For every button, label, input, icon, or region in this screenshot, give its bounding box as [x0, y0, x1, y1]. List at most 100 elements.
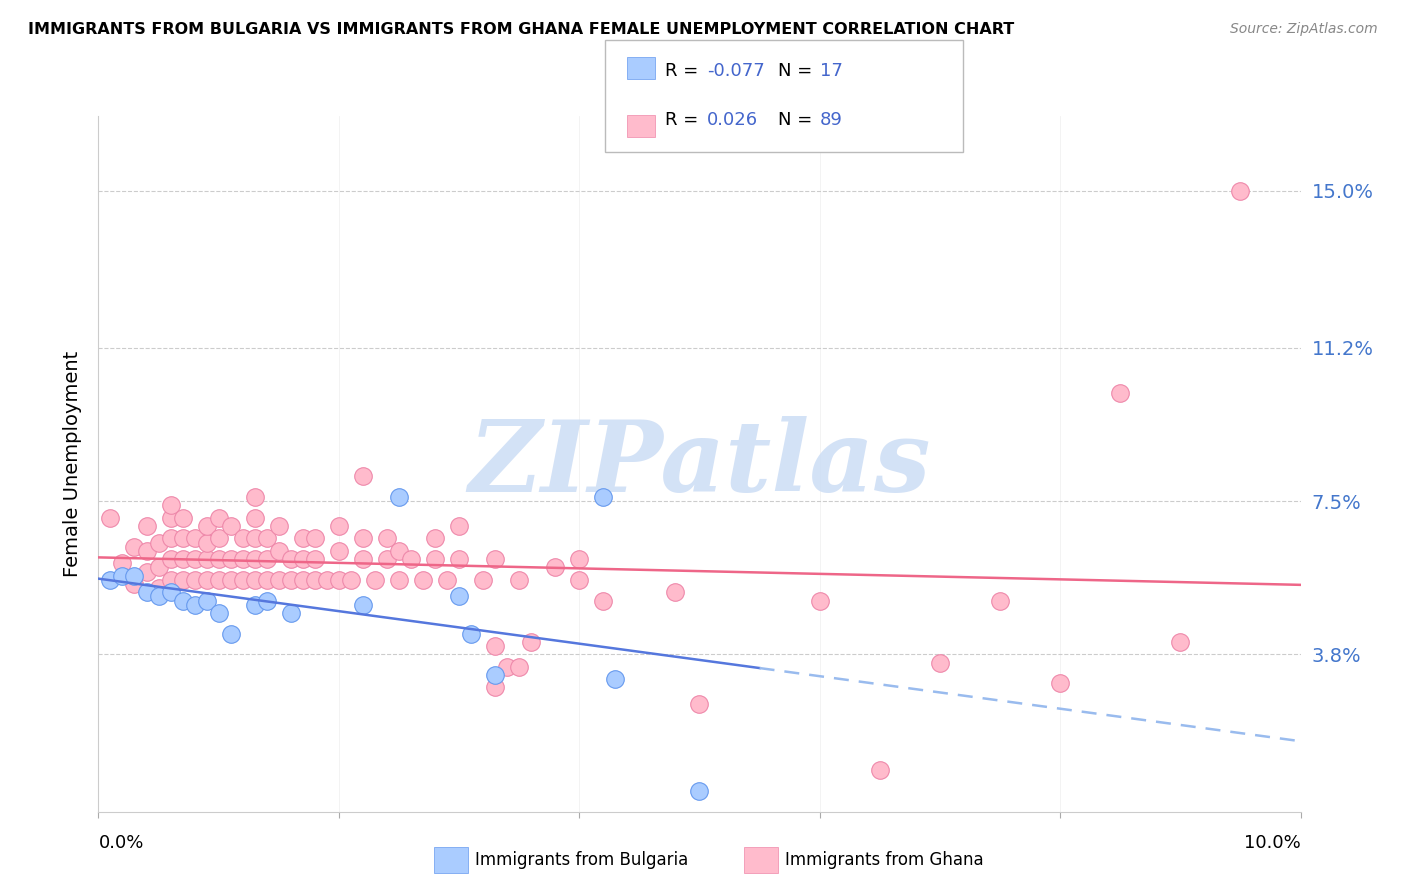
Point: [148, 535, 170, 549]
Point: [159, 510, 181, 524]
Point: [484, 639, 506, 653]
Text: 0.026: 0.026: [707, 112, 758, 129]
Point: [568, 552, 591, 566]
Point: [280, 606, 302, 620]
Point: [172, 593, 194, 607]
Point: [172, 552, 194, 566]
Point: [315, 573, 337, 587]
Point: [328, 573, 350, 587]
Text: N =: N =: [778, 62, 811, 80]
Text: 89: 89: [820, 112, 842, 129]
Point: [508, 660, 530, 674]
Point: [256, 593, 278, 607]
Point: [124, 577, 146, 591]
Point: [484, 552, 506, 566]
Point: [208, 532, 231, 546]
Text: Immigrants from Bulgaria: Immigrants from Bulgaria: [475, 851, 689, 869]
Point: [412, 573, 434, 587]
Point: [183, 552, 205, 566]
Point: [267, 544, 290, 558]
Point: [291, 532, 314, 546]
Point: [375, 532, 398, 546]
Point: [352, 552, 374, 566]
Point: [388, 573, 411, 587]
Text: R =: R =: [665, 112, 699, 129]
Point: [340, 573, 363, 587]
Point: [243, 552, 266, 566]
Point: [100, 510, 122, 524]
Point: [423, 532, 446, 546]
Point: [159, 573, 181, 587]
Point: [352, 469, 374, 483]
Point: [267, 519, 290, 533]
Point: [111, 568, 134, 582]
Point: [328, 519, 350, 533]
Point: [484, 681, 506, 695]
Point: [219, 626, 242, 640]
Point: [195, 593, 218, 607]
Point: [208, 552, 231, 566]
Point: [243, 573, 266, 587]
Point: [232, 532, 254, 546]
Point: [304, 552, 326, 566]
Point: [135, 585, 157, 599]
Point: [159, 552, 181, 566]
Point: [256, 552, 278, 566]
Point: [243, 598, 266, 612]
Point: [328, 544, 350, 558]
Point: [100, 573, 122, 587]
Point: [219, 519, 242, 533]
Point: [195, 535, 218, 549]
Point: [484, 668, 506, 682]
Text: N =: N =: [778, 112, 811, 129]
Point: [111, 556, 134, 570]
Point: [364, 573, 387, 587]
Point: [124, 540, 146, 554]
Point: [183, 532, 205, 546]
Point: [808, 593, 831, 607]
Point: [592, 490, 614, 504]
Point: [592, 593, 614, 607]
Point: [172, 573, 194, 587]
Point: [183, 573, 205, 587]
Point: [208, 510, 231, 524]
Text: -0.077: -0.077: [707, 62, 765, 80]
Point: [219, 552, 242, 566]
Text: Source: ZipAtlas.com: Source: ZipAtlas.com: [1230, 22, 1378, 37]
Point: [508, 573, 530, 587]
Point: [388, 544, 411, 558]
Text: 0.0%: 0.0%: [98, 834, 143, 852]
Point: [195, 519, 218, 533]
Text: ZIPatlas: ZIPatlas: [468, 416, 931, 512]
Text: 10.0%: 10.0%: [1244, 834, 1301, 852]
Point: [232, 573, 254, 587]
Point: [159, 532, 181, 546]
Y-axis label: Female Unemployment: Female Unemployment: [63, 351, 82, 577]
Point: [1170, 635, 1192, 649]
Point: [219, 573, 242, 587]
Point: [568, 573, 591, 587]
Point: [172, 532, 194, 546]
Point: [436, 573, 458, 587]
Point: [520, 635, 543, 649]
Point: [135, 565, 157, 579]
Point: [267, 573, 290, 587]
Point: [460, 626, 482, 640]
Point: [256, 573, 278, 587]
Point: [447, 519, 470, 533]
Point: [1229, 184, 1251, 198]
Text: Immigrants from Ghana: Immigrants from Ghana: [785, 851, 983, 869]
Point: [352, 532, 374, 546]
Point: [605, 672, 627, 686]
Point: [280, 573, 302, 587]
Point: [388, 490, 411, 504]
Point: [172, 510, 194, 524]
Point: [496, 660, 519, 674]
Point: [243, 510, 266, 524]
Point: [183, 598, 205, 612]
Point: [159, 585, 181, 599]
Point: [291, 552, 314, 566]
Point: [256, 532, 278, 546]
Point: [304, 573, 326, 587]
Point: [243, 490, 266, 504]
